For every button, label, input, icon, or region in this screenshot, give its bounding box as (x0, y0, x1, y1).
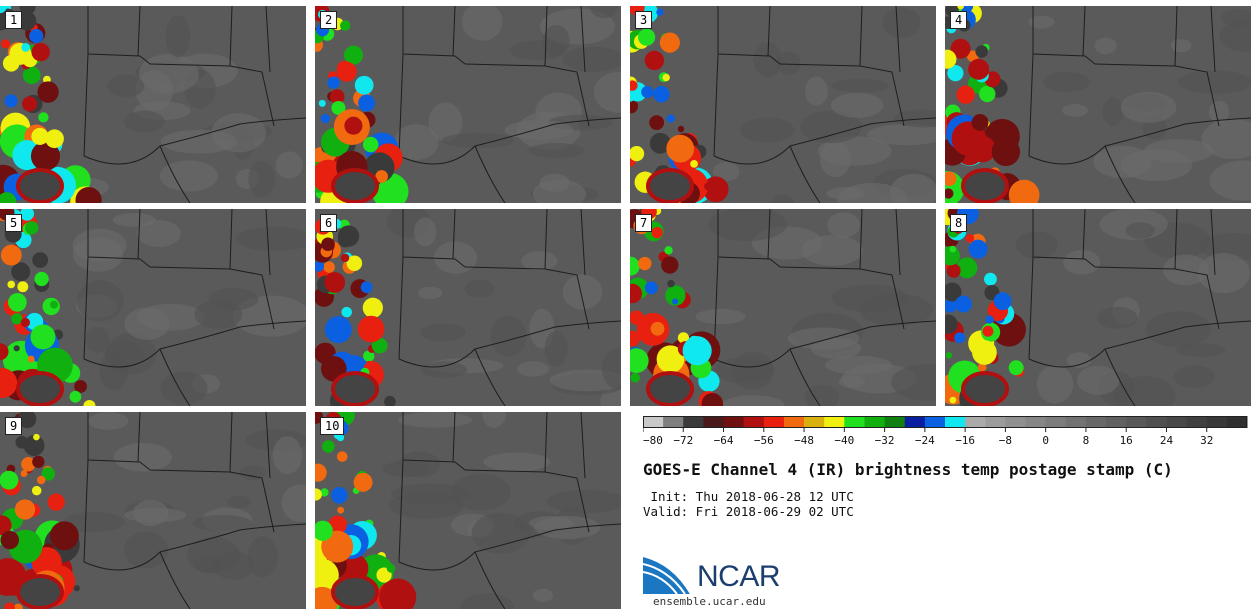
colorbar-swatch (1146, 416, 1167, 428)
init-time: Init: Thu 2018-06-28 12 UTC (643, 489, 854, 504)
panel-number: 7 (635, 214, 653, 232)
satellite-ir-map (315, 412, 621, 609)
panel-4: 4 (945, 6, 1251, 203)
colorbar-swatch (904, 416, 926, 428)
colorbar-swatch (723, 416, 745, 428)
colorbar-tick-label: −56 (754, 434, 774, 447)
colorbar-swatch (663, 416, 684, 428)
colorbar-tick-label: −48 (794, 434, 814, 447)
colorbar-swatch (1106, 416, 1127, 428)
colorbar-tick-label: −80 (643, 434, 663, 447)
panel-number: 2 (320, 11, 338, 29)
logo-wordmark: NCAR (697, 560, 781, 593)
colorbar-swatch (1226, 416, 1248, 428)
panel-number: 1 (5, 11, 23, 29)
colorbar-swatch (763, 416, 785, 428)
colorbar-swatch (844, 416, 865, 428)
colorbar-swatch (985, 416, 1006, 428)
colorbar-swatch (1206, 416, 1228, 428)
panel-number: 10 (320, 417, 345, 435)
colorbar-swatch (783, 416, 805, 428)
colorbar-swatch (743, 416, 765, 428)
colorbar-tick-label: −40 (834, 434, 854, 447)
colorbar-swatch (1025, 416, 1047, 428)
satellite-ir-map (0, 6, 306, 203)
colorbar-swatch (965, 416, 986, 428)
colorbar-swatch (945, 416, 966, 428)
colorbar-swatch (804, 416, 825, 428)
colorbar-swatch (1045, 416, 1067, 428)
satellite-ir-map (315, 209, 621, 406)
colorbar-swatch (884, 416, 906, 428)
panel-number: 6 (320, 214, 338, 232)
colorbar-tick-label: −16 (955, 434, 975, 447)
colorbar-frame (643, 416, 1247, 428)
colorbar-swatch (824, 416, 845, 428)
colorbar-tick-label: −72 (673, 434, 693, 447)
colorbar-swatch (864, 416, 886, 428)
colorbar-tick-label: 8 (1083, 434, 1090, 447)
colorbar-swatch (1126, 416, 1147, 428)
colorbar-tick-label: 24 (1160, 434, 1174, 447)
colorbar-swatch (643, 416, 664, 428)
colorbar-swatch (1065, 416, 1087, 428)
colorbar-tick-label: −24 (915, 434, 935, 447)
panel-9: 9 (0, 412, 306, 609)
satellite-ir-map (630, 6, 936, 203)
colorbar-swatch (1166, 416, 1188, 428)
satellite-ir-map (630, 209, 936, 406)
colorbar-tick-label: 0 (1042, 434, 1049, 447)
colorbar-swatch (1186, 416, 1208, 428)
panel-number: 3 (635, 11, 653, 29)
colorbar-swatch (1005, 416, 1027, 428)
panel-number: 9 (5, 417, 23, 435)
colorbar-swatch (683, 416, 704, 428)
panel-1: 1 (0, 6, 306, 203)
panel-8: 8 (945, 209, 1251, 406)
panel-5: 5 (0, 209, 306, 406)
colorbar-tick-label: −32 (875, 434, 895, 447)
colorbar-tick-label: −8 (999, 434, 1012, 447)
logo-url: ensemble.ucar.edu (653, 595, 766, 608)
colorbar-tick-label: 16 (1120, 434, 1133, 447)
satellite-ir-map (315, 6, 621, 203)
ncar-logo: NCAR ensemble.ucar.edu (643, 552, 803, 608)
panel-7: 7 (630, 209, 936, 406)
satellite-ir-map (0, 412, 306, 609)
ncar-logo-icon (643, 555, 692, 595)
panel-3: 3 (630, 6, 936, 203)
panel-number: 5 (5, 214, 23, 232)
valid-time: Valid: Fri 2018-06-29 02 UTC (643, 504, 854, 519)
colorbar-swatch (924, 416, 946, 428)
panel-number: 4 (950, 11, 968, 29)
satellite-ir-map (945, 209, 1251, 406)
panel-2: 2 (315, 6, 621, 203)
satellite-ir-map (945, 6, 1251, 203)
colorbar-swatch (1085, 416, 1107, 428)
temperature-colorbar: −80 −72 −64 −56 −48 −40 −32 −24 −16 −8 0 8 16 24 32 (643, 416, 1248, 447)
panel-6: 6 (315, 209, 621, 406)
satellite-ir-map (0, 209, 306, 406)
panel-10: 10 (315, 412, 621, 609)
colorbar-swatch (703, 416, 725, 428)
figure-title: GOES-E Channel 4 (IR) brightness temp po… (643, 460, 1173, 479)
colorbar-tick-label: −64 (714, 434, 734, 447)
panel-number: 8 (950, 214, 968, 232)
colorbar-tick-label: 32 (1200, 434, 1213, 447)
